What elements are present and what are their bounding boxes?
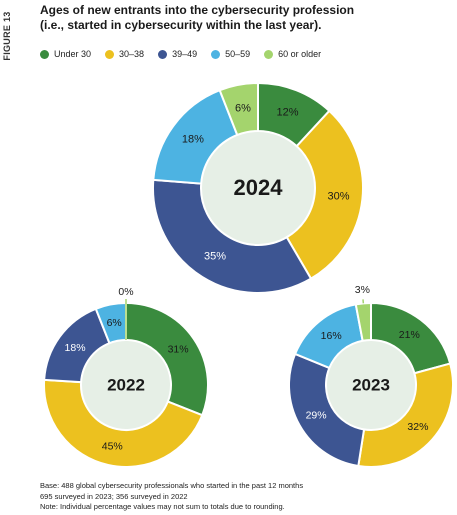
base-note: Base: 488 global cybersecurity professio… (40, 481, 304, 490)
slice-2024-39-49 (152, 178, 313, 294)
data-label-2024-under-30: 12% (277, 106, 299, 118)
data-label-2024-30-38: 30% (328, 191, 350, 203)
donut-year-label-2024: 2024 (234, 175, 284, 200)
slice-2022-30-38 (43, 378, 204, 468)
legend-item-60-plus: 60 or older (264, 49, 321, 59)
legend-item-30-38: 30–38 (105, 49, 144, 59)
legend-swatch-50-59 (211, 49, 221, 59)
donut-center-2024 (202, 132, 314, 244)
legend: Under 30 30–38 39–49 50–59 60 or older (40, 46, 321, 62)
donut-center-2022 (82, 341, 170, 429)
data-label-2023-39-49: 29% (306, 410, 327, 422)
data-label-2024-39-49: 35% (204, 251, 226, 263)
legend-swatch-30-38 (105, 49, 115, 59)
legend-swatch-under-30 (40, 49, 49, 59)
slice-2023-30-38 (357, 362, 454, 468)
survey-note: 695 surveyed in 2023; 356 surveyed in 20… (40, 491, 188, 501)
legend-swatch-60-plus (264, 49, 274, 59)
donut-year-label-2023: 2023 (352, 375, 390, 394)
chart-title-line-2: (i.e., started in cybersecurity within t… (40, 18, 322, 32)
legend-label-under-30: Under 30 (54, 49, 92, 59)
legend-item-39-49: 39–49 (158, 49, 197, 59)
donut-2022: 31% 45% 18% 6% 0% 2022 (43, 286, 209, 468)
chart-title-line-1: Ages of new entrants into the cybersecur… (40, 3, 355, 17)
donut-2024: 12% 30% 35% 18% 6% 2024 (152, 81, 364, 294)
data-label-2022-under-30: 31% (168, 343, 189, 355)
data-label-2022-30-38: 45% (102, 440, 123, 452)
donut-year-label-2022: 2022 (107, 375, 145, 394)
chart-notes: Base: 488 global cybersecurity professio… (40, 481, 450, 513)
slice-2023-39-49 (288, 352, 366, 468)
legend-swatch-39-49 (158, 49, 168, 59)
data-label-2023-60-or-older: 3% (355, 284, 370, 296)
slice-2024-60-or-older (218, 81, 259, 137)
data-label-2023-50-59: 16% (321, 330, 342, 342)
legend-item-under-30: Under 30 (40, 49, 91, 59)
legend-label-50-59: 50–59 (225, 49, 251, 59)
legend-item-50-59: 50–59 (211, 49, 250, 59)
data-label-2022-50-59: 6% (107, 317, 122, 329)
slice-2024-30-38 (285, 109, 364, 281)
data-label-2022-39-49: 18% (65, 342, 86, 354)
slice-2022-under-30 (125, 301, 209, 417)
data-label-2022-60-or-older: 0% (118, 286, 133, 298)
data-label-2023-under-30: 21% (399, 329, 420, 341)
legend-label-60-plus: 60 or older (278, 49, 322, 59)
chart-title: Ages of new entrants into the cybersecur… (40, 3, 440, 33)
data-label-2024-60-or-older: 6% (235, 102, 251, 114)
data-label-2024-50-59: 18% (182, 134, 204, 146)
donut-center-2023 (327, 341, 415, 429)
data-label-2023-30-38: 32% (407, 421, 428, 433)
slice-2023-60-or-older (354, 301, 372, 342)
legend-label-39-49: 39–49 (172, 49, 198, 59)
legend-label-30-38: 30–38 (119, 49, 145, 59)
donut-2023: 21% 32% 29% 16% 3% 2023 (288, 284, 454, 468)
rounding-note: Note: Individual percentage values may n… (40, 502, 285, 511)
